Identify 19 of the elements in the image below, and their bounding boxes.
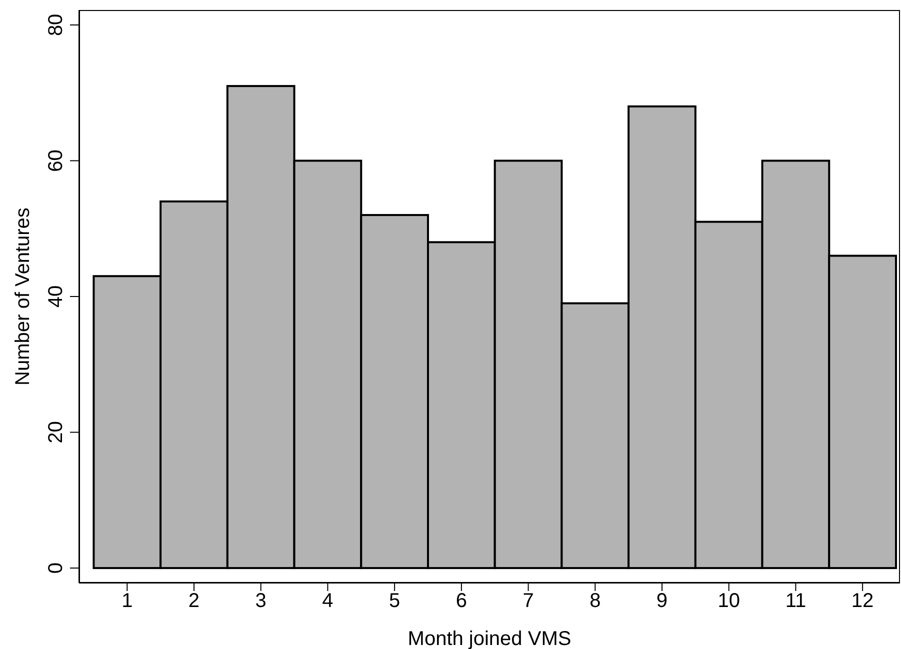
x-tick-label: 12 [851,590,874,612]
y-tick-label: 40 [45,285,67,308]
y-axis-title: Number of Ventures [12,208,34,386]
x-tick-label: 7 [522,590,534,612]
x-tick-label: 9 [656,590,668,612]
x-tick-label: 1 [122,590,133,612]
y-tick-label: 0 [45,562,67,574]
x-tick-label: 8 [590,590,601,612]
x-tick-label: 2 [188,590,200,612]
x-tick-label: 4 [322,590,334,612]
x-tick-label: 3 [255,590,266,612]
x-tick-label: 11 [785,590,806,612]
y-tick-label: 80 [45,14,67,36]
x-tick-label: 10 [718,590,740,612]
y-tick-label: 60 [45,150,67,172]
x-axis-title: Month joined VMS [408,628,572,649]
x-tick-label: 6 [456,590,467,612]
x-tick-label: 5 [389,590,400,612]
y-tick-label: 20 [45,421,67,444]
